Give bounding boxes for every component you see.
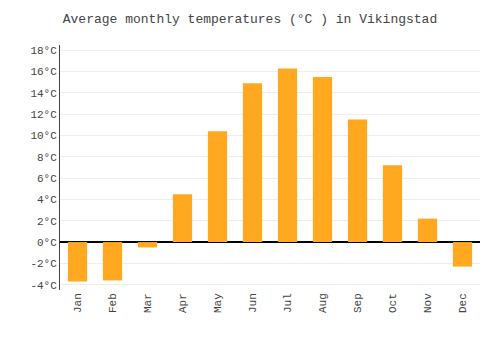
svg-text:8°C: 8°C [37,152,57,164]
svg-text:16°C: 16°C [30,66,57,78]
svg-text:Mar: Mar [142,293,154,313]
svg-text:Aug: Aug [317,293,329,313]
svg-text:2°C: 2°C [37,216,57,228]
svg-text:18°C: 18°C [30,45,57,57]
svg-text:-2°C: -2°C [30,258,57,270]
svg-text:6°C: 6°C [37,173,57,185]
svg-text:12°C: 12°C [30,109,57,121]
svg-text:Oct: Oct [387,293,399,313]
svg-text:Nov: Nov [422,293,434,313]
svg-text:Jul: Jul [282,293,294,313]
svg-text:4°C: 4°C [37,194,57,206]
svg-text:Sep: Sep [352,293,364,313]
svg-text:Feb: Feb [107,293,119,313]
svg-text:-4°C: -4°C [30,280,57,292]
svg-text:Jan: Jan [72,293,84,313]
svg-text:May: May [212,293,224,313]
svg-text:0°C: 0°C [37,237,57,249]
svg-text:10°C: 10°C [30,130,57,142]
svg-text:14°C: 14°C [30,88,57,100]
svg-text:Average monthly temperatures (: Average monthly temperatures (°C ) in Vi… [63,12,437,27]
svg-text:Apr: Apr [177,293,189,313]
svg-text:Jun: Jun [247,293,259,313]
svg-text:Dec: Dec [457,293,469,313]
